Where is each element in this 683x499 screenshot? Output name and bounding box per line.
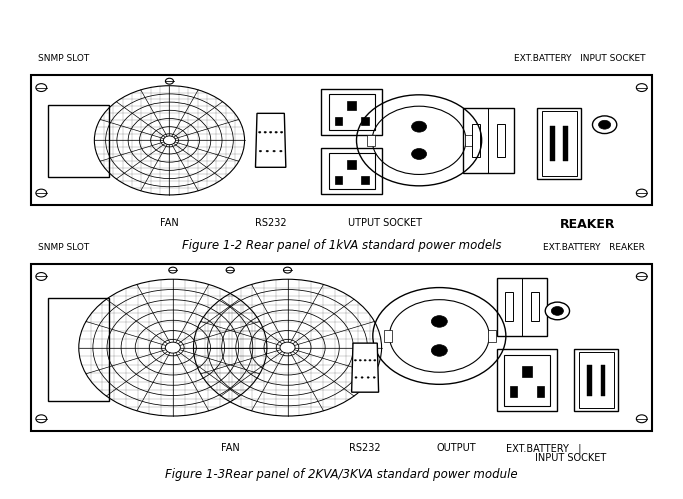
Circle shape: [359, 359, 361, 361]
Circle shape: [432, 316, 447, 327]
Circle shape: [374, 359, 376, 361]
Text: EXT.BATTERY   |: EXT.BATTERY |: [506, 443, 582, 454]
Circle shape: [414, 150, 424, 158]
Bar: [347, 101, 357, 110]
Circle shape: [361, 377, 363, 378]
Circle shape: [280, 150, 282, 152]
Circle shape: [270, 131, 272, 133]
Circle shape: [281, 131, 283, 133]
Text: OUTPUT: OUTPUT: [436, 443, 476, 453]
Circle shape: [432, 345, 447, 356]
Circle shape: [412, 121, 427, 132]
Circle shape: [264, 131, 266, 133]
Text: RS232: RS232: [255, 218, 286, 228]
Polygon shape: [352, 343, 378, 392]
Bar: [504, 355, 550, 406]
Bar: [464, 135, 472, 146]
Bar: [321, 148, 382, 194]
Bar: [550, 126, 555, 162]
Text: INPUT SOCKET: INPUT SOCKET: [535, 453, 607, 463]
Circle shape: [259, 131, 261, 133]
Bar: [510, 386, 517, 397]
Circle shape: [266, 150, 268, 152]
Text: Figure 1-2 Rear panel of 1kVA standard power models: Figure 1-2 Rear panel of 1kVA standard p…: [182, 239, 501, 251]
Bar: [48, 105, 109, 177]
Bar: [347, 160, 357, 169]
Bar: [497, 124, 505, 157]
Bar: [384, 330, 392, 342]
Bar: [531, 292, 539, 321]
Bar: [463, 108, 514, 173]
Bar: [31, 75, 652, 206]
Bar: [505, 292, 514, 321]
Text: SNMP SLOT: SNMP SLOT: [38, 54, 89, 63]
Bar: [522, 366, 532, 377]
Circle shape: [275, 131, 277, 133]
Polygon shape: [255, 113, 286, 167]
Circle shape: [163, 136, 176, 145]
Bar: [537, 108, 581, 179]
Circle shape: [592, 116, 617, 134]
Circle shape: [165, 342, 180, 353]
Circle shape: [354, 359, 357, 361]
Bar: [361, 117, 369, 125]
Bar: [361, 176, 369, 184]
Circle shape: [364, 359, 366, 361]
Bar: [329, 94, 375, 130]
Bar: [497, 349, 557, 411]
Circle shape: [367, 377, 370, 378]
Text: FAN: FAN: [221, 443, 240, 453]
Bar: [542, 111, 576, 176]
Text: EXT.BATTERY   INPUT SOCKET: EXT.BATTERY INPUT SOCKET: [514, 54, 645, 63]
Bar: [335, 117, 342, 125]
Circle shape: [280, 342, 295, 353]
Bar: [471, 124, 479, 157]
Bar: [563, 126, 568, 162]
Text: RS232: RS232: [349, 443, 381, 453]
Circle shape: [260, 150, 262, 152]
Bar: [574, 349, 618, 411]
Text: REAKER: REAKER: [560, 218, 615, 231]
Bar: [335, 176, 342, 184]
Bar: [497, 277, 547, 336]
Circle shape: [412, 149, 427, 160]
Circle shape: [355, 377, 357, 378]
Circle shape: [545, 302, 570, 320]
Text: FAN: FAN: [160, 218, 179, 228]
Circle shape: [434, 347, 445, 354]
Bar: [537, 386, 544, 397]
Circle shape: [551, 306, 563, 315]
Circle shape: [273, 150, 275, 152]
Bar: [587, 365, 591, 396]
Bar: [321, 89, 382, 135]
Bar: [600, 365, 605, 396]
Bar: [579, 352, 614, 408]
Circle shape: [373, 377, 375, 378]
Bar: [48, 297, 109, 401]
Text: Figure 1-3Rear panel of 2KVA/3KVA standard power module: Figure 1-3Rear panel of 2KVA/3KVA standa…: [165, 468, 518, 481]
Bar: [488, 330, 496, 342]
Text: EXT.BATTERY   REAKER: EXT.BATTERY REAKER: [543, 243, 645, 252]
Bar: [367, 135, 375, 146]
Circle shape: [369, 359, 371, 361]
Circle shape: [598, 120, 611, 129]
Bar: [329, 153, 375, 189]
Bar: [31, 264, 652, 431]
Text: SNMP SLOT: SNMP SLOT: [38, 243, 89, 252]
Text: UTPUT SOCKET: UTPUT SOCKET: [348, 218, 422, 228]
